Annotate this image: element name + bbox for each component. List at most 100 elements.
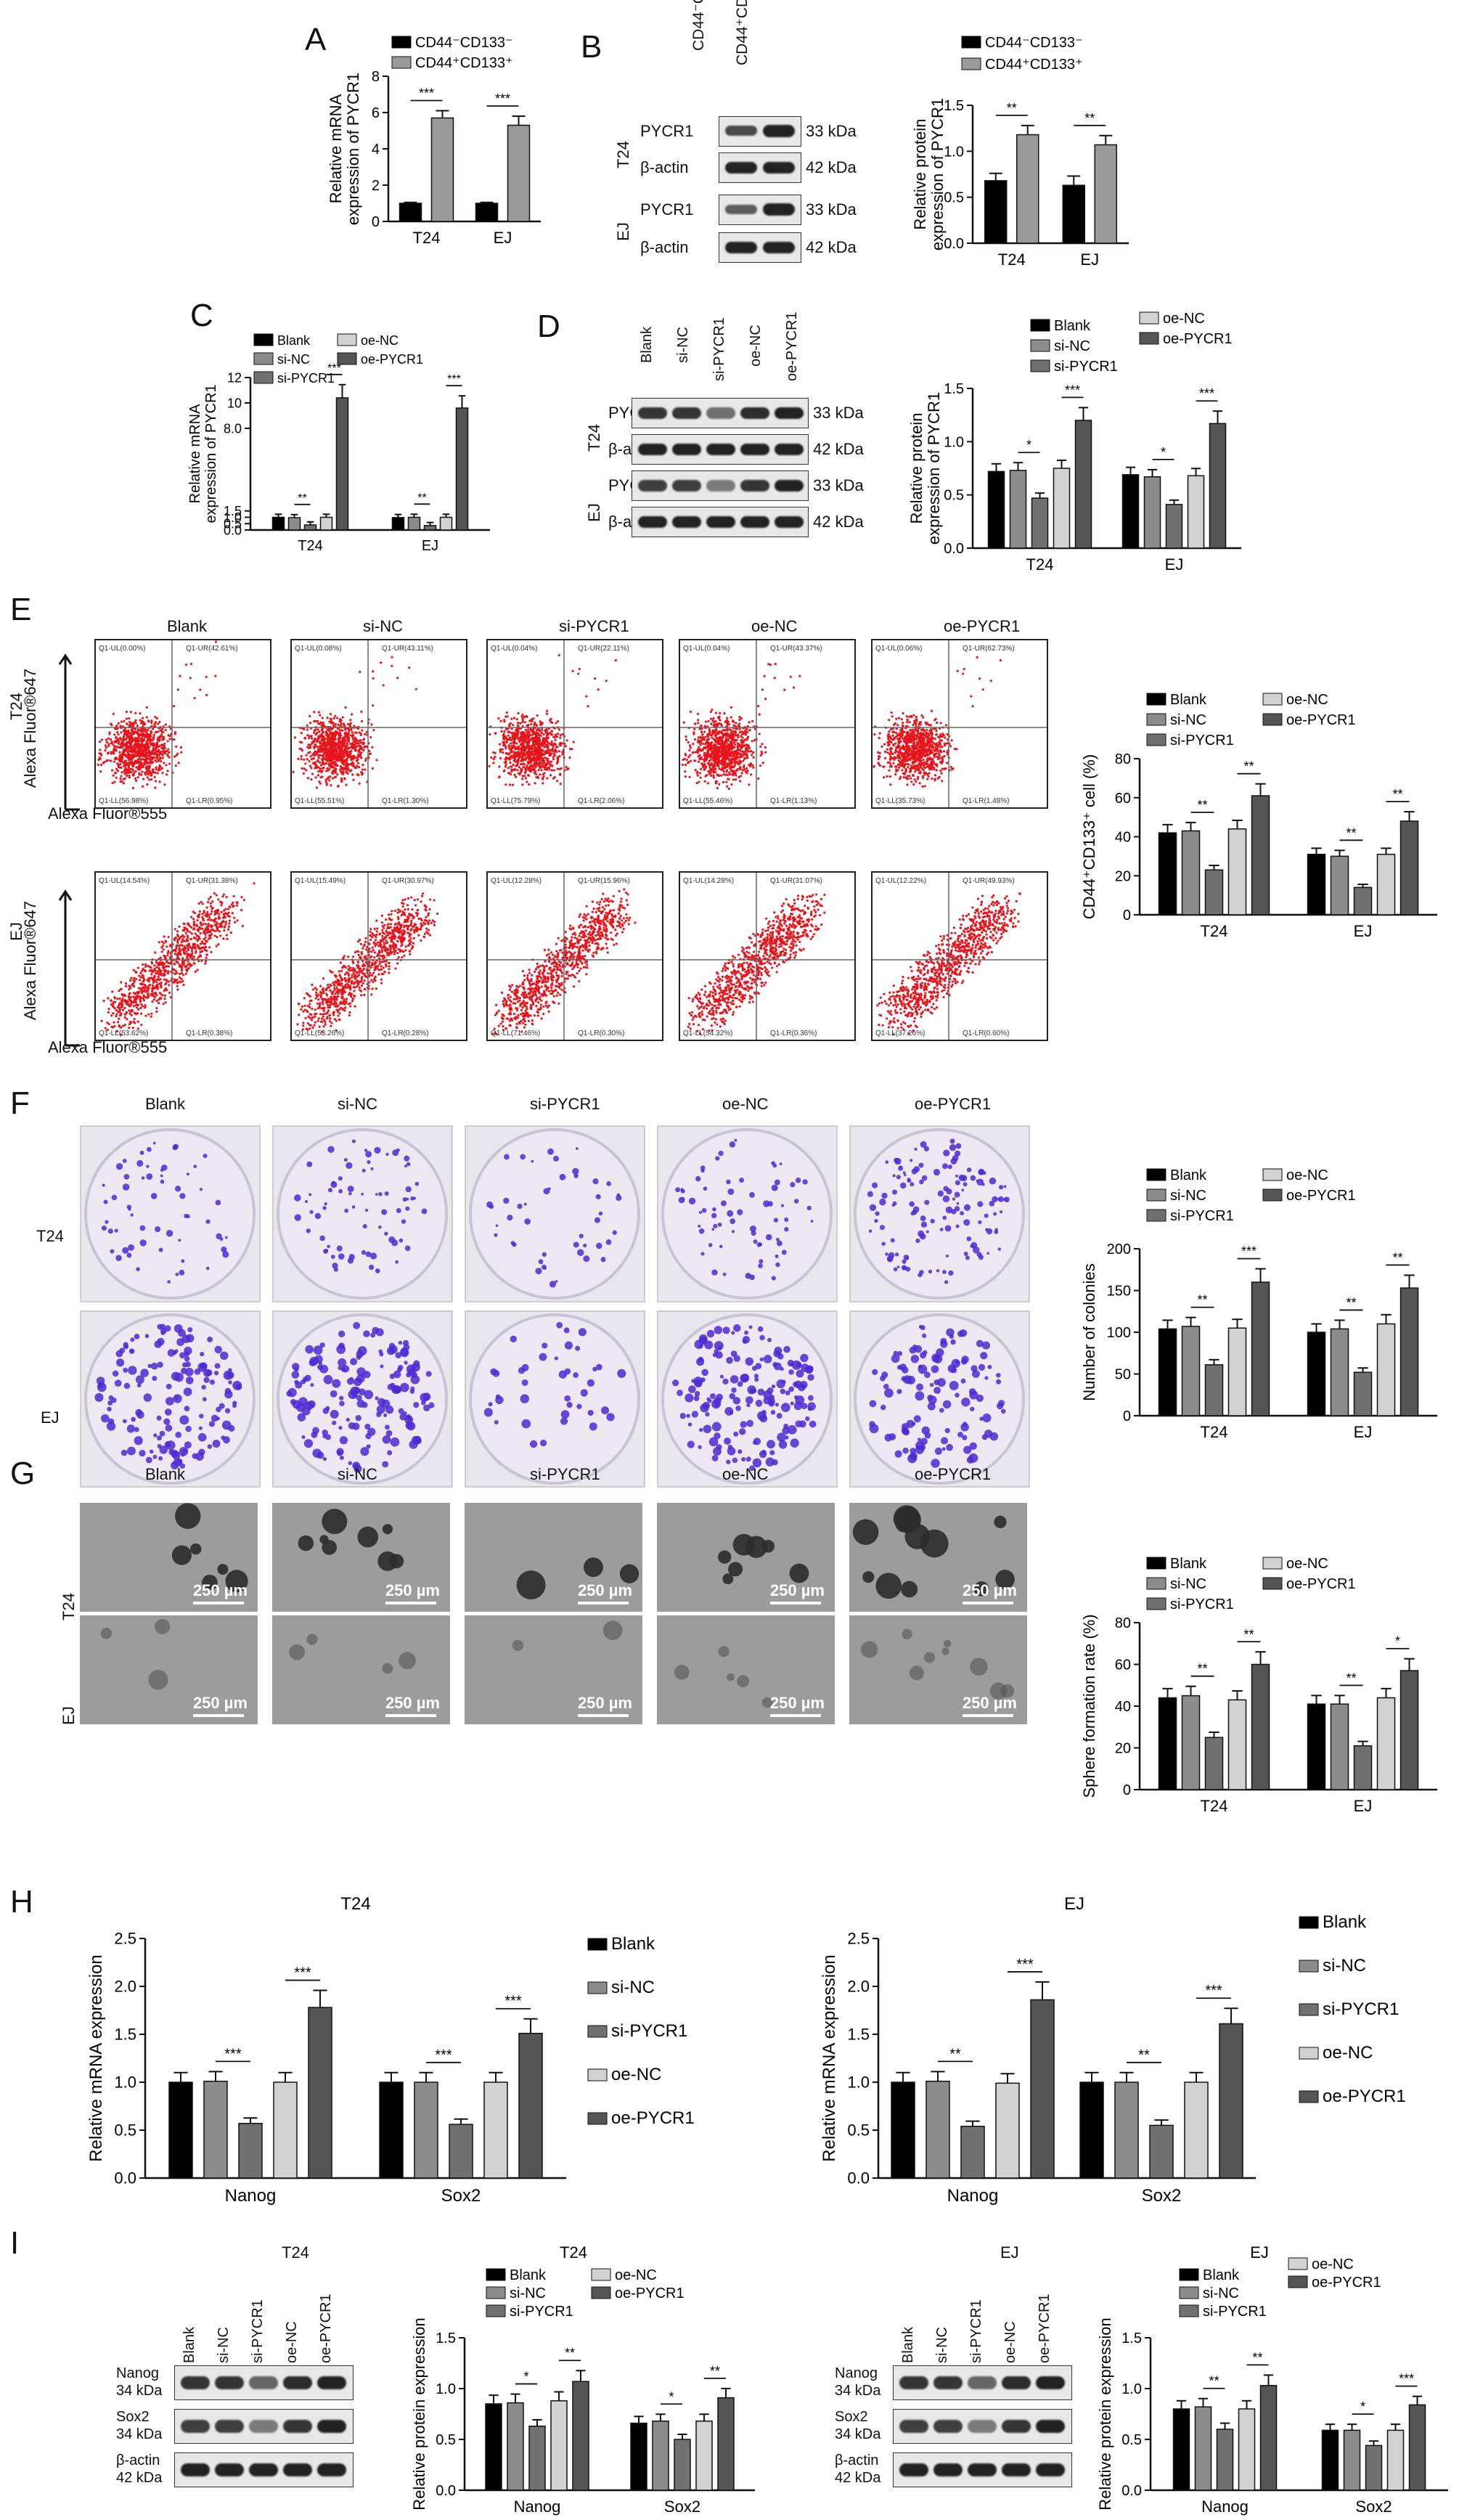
flow-header-sinc: si-NC [363, 617, 403, 635]
legend-label: si-PYCR1 [510, 2304, 573, 2320]
flow-event [560, 767, 563, 770]
flow-event [523, 721, 526, 724]
legend-label: Blank [1170, 1167, 1207, 1183]
flow-event [131, 751, 134, 754]
quadrant-label: Q1-UL(0.08%) [295, 645, 341, 653]
legend-swatch [1262, 1188, 1283, 1202]
flow-event [203, 947, 205, 950]
flow-event [414, 688, 417, 690]
flow-event [205, 675, 208, 678]
flow-event [364, 733, 367, 735]
flow-event [163, 970, 166, 974]
flow-event [220, 910, 223, 913]
significance-label: *** [1241, 1244, 1257, 1259]
bar [1158, 1328, 1177, 1416]
bar [483, 2081, 508, 2179]
flow-event [340, 978, 343, 981]
flow-event [107, 743, 110, 746]
flow-event [128, 770, 131, 773]
flow-event [207, 927, 210, 930]
flow-event [142, 995, 146, 998]
y-tick-label: 0.0 [1121, 2483, 1142, 2499]
flow-event [339, 750, 342, 753]
flow-event [111, 769, 114, 772]
flow-event [124, 767, 127, 770]
flow-event [124, 754, 127, 757]
flow-event [319, 744, 322, 748]
flow-event [343, 973, 347, 976]
flow-event [510, 738, 512, 742]
flow-event [372, 670, 375, 673]
flow-event [128, 741, 131, 745]
flow-event [311, 772, 314, 775]
flow-event [502, 733, 505, 735]
flow-event [222, 893, 226, 896]
bar [652, 2421, 669, 2491]
flow-event [319, 996, 322, 999]
flow-event [374, 939, 377, 942]
flow-event [221, 895, 224, 898]
flow-event [180, 971, 184, 974]
flow-event [507, 744, 510, 747]
flow-event [199, 932, 202, 935]
flow-event [202, 923, 205, 926]
flow-event [406, 926, 409, 930]
flow-event [226, 928, 230, 931]
flow-event [321, 735, 324, 738]
flow-event [320, 993, 323, 996]
flow-event [320, 739, 323, 742]
blot-d-kda-3: 33 kDa [813, 476, 864, 494]
flow-event [134, 1003, 137, 1007]
flow-event [363, 979, 366, 982]
flow-event [152, 756, 156, 759]
flow-event [359, 738, 362, 742]
flow-event [236, 902, 239, 905]
flow-event [362, 967, 365, 970]
flow-event [163, 746, 166, 749]
flow-event [131, 730, 134, 733]
flow-event [351, 1000, 354, 1003]
quadrant-label: Q1-LL(56.98%) [99, 797, 148, 805]
flow-event [327, 728, 330, 732]
flow-event [166, 980, 168, 983]
flow-event [556, 719, 560, 723]
flow-event [390, 940, 393, 943]
flow-event [147, 773, 150, 776]
flow-event [427, 912, 430, 915]
flow-header-oepycr1: oe-PYCR1 [944, 617, 1021, 635]
flow-event [409, 940, 412, 943]
flow-event [371, 946, 374, 949]
flow-event [167, 751, 170, 754]
flow-event [111, 990, 114, 993]
flow-event [408, 935, 411, 938]
flow-event [130, 1022, 133, 1024]
legend-label: CD44⁻CD133⁻ [985, 35, 1083, 51]
significance-label: ** [1346, 1671, 1356, 1685]
legend-label: oe-PYCR1 [1323, 2087, 1406, 2106]
bar [1062, 184, 1085, 244]
flow-event [139, 768, 142, 771]
flow-event [205, 953, 208, 956]
flow-event [410, 896, 413, 899]
flow-event [409, 953, 412, 955]
flow-event [507, 767, 510, 770]
flow-event [328, 1014, 332, 1016]
flow-event [182, 947, 185, 950]
flow-event [154, 771, 157, 774]
flow-event [163, 738, 166, 741]
y-tick-label: 0.0 [944, 236, 964, 252]
quadrant-label: Q1-UR(30.97%) [382, 877, 434, 885]
flow-event [537, 741, 541, 743]
flow-event [346, 771, 348, 774]
flow-event [336, 978, 339, 982]
flow-event [205, 906, 208, 909]
flow-event [176, 940, 179, 943]
flow-event [374, 945, 377, 947]
flow-event [118, 741, 120, 743]
flow-event [185, 950, 188, 953]
flow-event [128, 1009, 131, 1012]
flow-event [229, 931, 232, 934]
flow-event [306, 746, 309, 749]
flow-event [401, 939, 404, 942]
